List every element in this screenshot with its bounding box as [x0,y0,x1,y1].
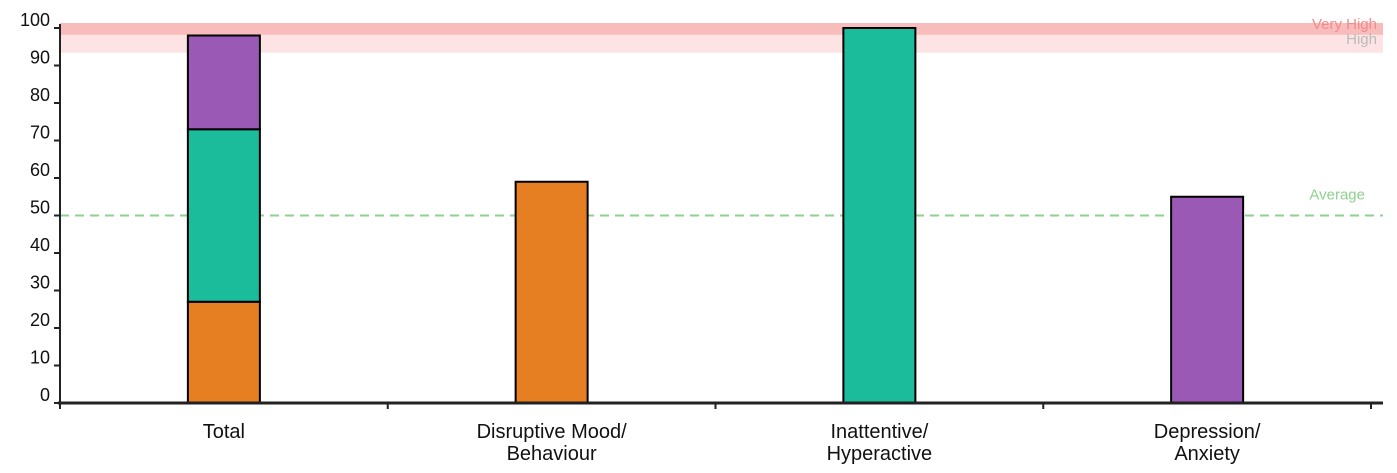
y-tick-label: 60 [30,160,50,180]
y-tick-label: 30 [30,273,50,293]
category-label: Depression/Anxiety [1154,421,1261,465]
y-tick-label: 50 [30,198,50,218]
bar-segment-depression [186,34,261,131]
y-tick-label: 90 [30,48,50,68]
bar-segment-depression [1170,195,1245,404]
axes: 0 10 20 30 40 50 60 70 80 90 100 [20,10,1383,409]
labels: Total Disruptive Mood/Behaviour Inattentiv… [203,16,1377,465]
bar-segment-disruptive [186,300,261,404]
y-tick-label: 0 [40,385,50,405]
y-tick-label: 40 [30,235,50,255]
bar-segment-disruptive [514,180,589,404]
y-tick-label: 20 [30,310,50,330]
y-tick-label: 100 [20,10,50,30]
band-very-high [60,23,1383,35]
threshold-bands [60,23,1383,53]
category-label: Inattentive/Hyperactive [827,421,933,465]
band-label-high: High [1346,31,1377,48]
reference-line-label: Average [1309,187,1365,204]
y-tick-label: 10 [30,348,50,368]
category-label: Total [203,421,245,443]
y-tick-label: 70 [30,123,50,143]
category-label: Disruptive Mood/Behaviour [477,421,628,465]
reference-lines: Average [60,187,1383,217]
bar-segment-inattentive [186,128,261,303]
band-label-very-high: Very High [1312,16,1377,33]
bar-segment-inattentive [842,27,917,404]
y-tick-label: 80 [30,85,50,105]
